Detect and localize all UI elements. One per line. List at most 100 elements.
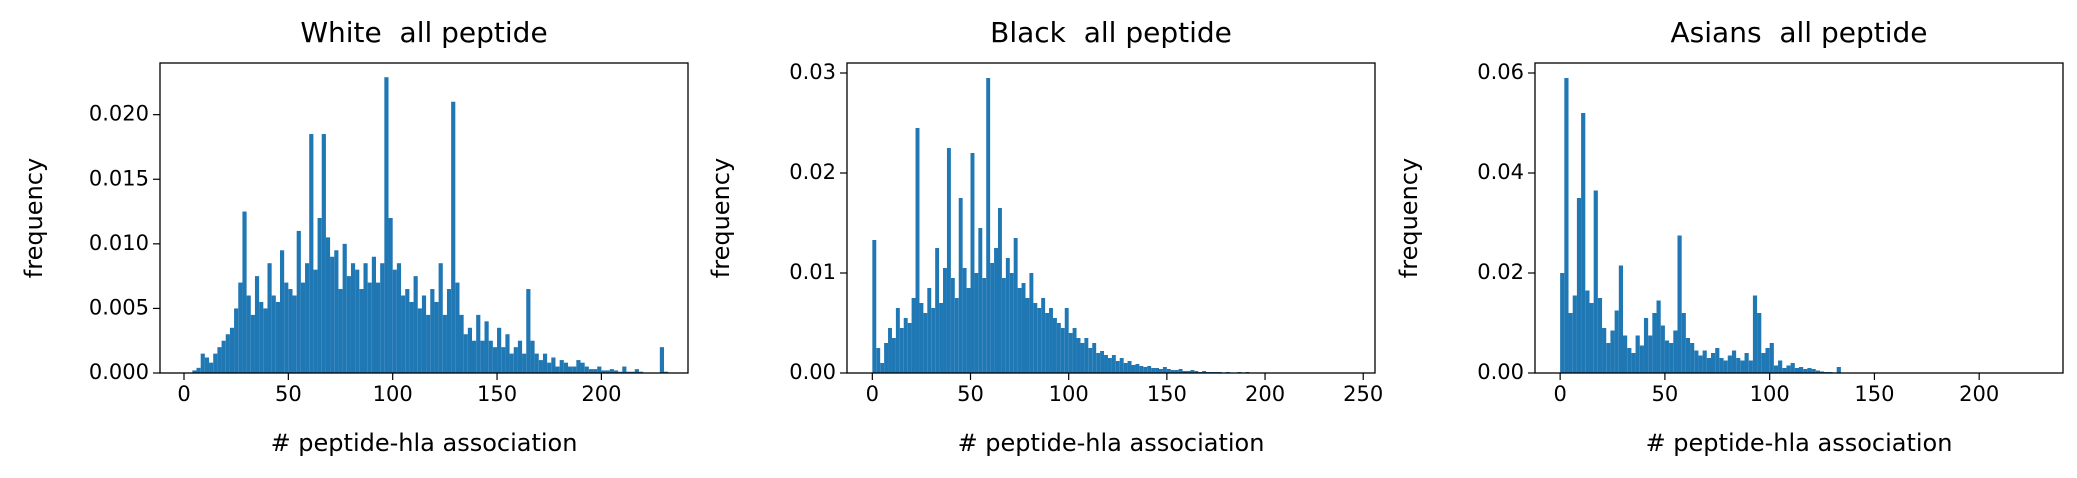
- x-tick-label: 150: [1854, 382, 1894, 406]
- bar: [1021, 283, 1026, 373]
- bar: [350, 263, 356, 373]
- bar: [246, 295, 251, 373]
- bar: [593, 369, 598, 373]
- bar: [542, 353, 548, 373]
- bar: [472, 340, 477, 373]
- bar: [501, 347, 506, 373]
- bar: [1017, 288, 1022, 373]
- bar: [1752, 295, 1758, 373]
- bar: [484, 321, 489, 373]
- x-tick-label: 200: [581, 382, 621, 406]
- bar: [1194, 371, 1199, 373]
- bar: [927, 288, 932, 373]
- bar: [1005, 258, 1010, 373]
- bar: [899, 328, 904, 373]
- bar: [1029, 273, 1034, 373]
- bar: [880, 363, 885, 373]
- bar: [505, 334, 510, 373]
- x-tick-label: 100: [373, 382, 413, 406]
- bar: [1786, 365, 1791, 373]
- bar: [1589, 303, 1594, 373]
- bar: [1656, 300, 1661, 373]
- bar: [555, 366, 560, 373]
- bar: [950, 278, 955, 373]
- bar: [1660, 325, 1665, 373]
- bar: [1757, 313, 1762, 373]
- bar: [1811, 369, 1816, 373]
- bar: [1685, 338, 1691, 373]
- bar: [1778, 360, 1783, 373]
- bar: [605, 370, 610, 373]
- bar: [1581, 113, 1586, 373]
- bar: [919, 303, 924, 373]
- bar: [1736, 358, 1741, 373]
- x-tick-label: 0: [866, 382, 879, 406]
- bar: [954, 298, 959, 373]
- y-tick-label: 0.005: [89, 295, 149, 319]
- bar: [313, 269, 318, 373]
- bar: [1593, 190, 1598, 373]
- bar: [1627, 348, 1632, 373]
- bar: [1606, 343, 1611, 373]
- bar: [872, 240, 877, 373]
- bar: [300, 282, 306, 373]
- x-tick-label: 50: [957, 382, 984, 406]
- x-axis-label: # peptide-hla association: [271, 429, 578, 457]
- bar: [1186, 371, 1191, 373]
- bar: [1669, 343, 1674, 373]
- bar: [451, 101, 456, 373]
- bar: [1597, 298, 1603, 373]
- bar: [1001, 278, 1006, 373]
- bar: [204, 357, 210, 373]
- bar: [547, 362, 552, 373]
- bar: [1585, 290, 1590, 373]
- bar: [1009, 273, 1014, 373]
- bar: [1139, 366, 1144, 373]
- bar: [267, 263, 272, 373]
- bar: [296, 230, 301, 373]
- bar: [907, 323, 912, 373]
- bar: [931, 308, 936, 373]
- bar: [476, 314, 481, 373]
- bar: [1769, 343, 1774, 373]
- bar: [978, 228, 983, 373]
- bar: [1159, 369, 1163, 373]
- bar: [405, 289, 410, 373]
- bar: [1025, 298, 1030, 373]
- bar: [430, 289, 435, 373]
- bar: [1104, 355, 1108, 373]
- bar: [292, 295, 297, 373]
- y-tick-label: 0.02: [1477, 260, 1524, 284]
- bar: [417, 308, 422, 373]
- bar: [225, 334, 230, 373]
- bar: [242, 211, 247, 373]
- bar: [1702, 350, 1707, 373]
- bar: [217, 347, 222, 373]
- y-tick-label: 0.010: [89, 231, 149, 255]
- x-tick-label: 0: [1553, 382, 1566, 406]
- bar: [1744, 353, 1749, 373]
- bar: [659, 347, 664, 373]
- bar: [492, 347, 498, 373]
- bar: [1748, 360, 1753, 373]
- x-tick-label: 150: [1147, 382, 1187, 406]
- bar: [1602, 328, 1607, 373]
- bar: [551, 357, 556, 373]
- y-tick-label: 0.020: [89, 102, 149, 126]
- bar: [280, 250, 285, 373]
- bar: [1815, 370, 1820, 373]
- bar: [517, 340, 523, 373]
- bar: [1174, 370, 1179, 373]
- bar: [1648, 335, 1653, 373]
- bar: [376, 282, 381, 373]
- bar: [559, 360, 564, 373]
- bar: [1715, 348, 1720, 373]
- bar: [1076, 338, 1081, 373]
- bar: [1096, 353, 1101, 373]
- bar: [421, 295, 427, 373]
- chart-title: Asians all peptide: [1671, 16, 1928, 49]
- bar: [346, 276, 351, 373]
- x-tick-label: 200: [1245, 382, 1285, 406]
- x-tick-label: 50: [275, 382, 302, 406]
- bar: [1072, 328, 1077, 373]
